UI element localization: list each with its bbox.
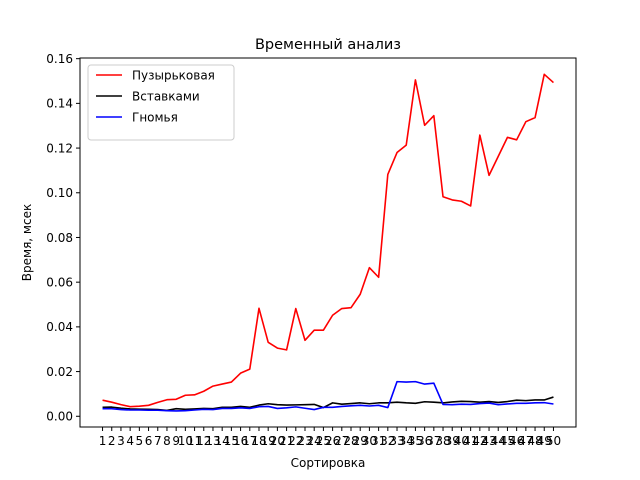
x-tick-label: 48: [527, 434, 542, 448]
x-axis-ticks: 1 2 3 4 5 6 7 8 91011121314151617181920212223242…: [99, 427, 561, 448]
x-tick-label: 5: [136, 434, 144, 448]
x-tick-label: 24: [307, 434, 322, 448]
legend-entry: Вставками: [132, 89, 200, 103]
x-axis-label: Сортировка: [291, 456, 366, 470]
x-tick-label: 18: [251, 434, 266, 448]
x-tick-label: 23: [297, 434, 312, 448]
y-tick-label: 0.04: [46, 320, 73, 334]
x-tick-label: 46: [509, 434, 524, 448]
x-tick-label: 38: [435, 434, 450, 448]
x-tick-label: 50: [546, 434, 561, 448]
legend-box: [87, 64, 235, 141]
x-tick-label: 19: [261, 434, 276, 448]
x-tick-label: 1: [99, 434, 107, 448]
x-tick-label: 28: [343, 434, 358, 448]
y-axis-ticks: 0.00 0.02 0.04 0.06 0.08 0.10 0.12 0.14 0.16: [46, 52, 80, 424]
x-tick-label: 35: [408, 434, 423, 448]
y-tick-label: 0.16: [46, 52, 73, 66]
plot-area: [102, 73, 554, 412]
x-tick-label: 4: [126, 434, 134, 448]
x-tick-label: 13: [205, 434, 220, 448]
x-tick-label: 47: [518, 434, 533, 448]
series-line: [102, 396, 554, 412]
x-tick-label: 2: [108, 434, 116, 448]
x-tick-label: 26: [325, 434, 340, 448]
x-tick-label: 49: [537, 434, 552, 448]
legend: Пузырьковая Вставками Гномья: [87, 64, 235, 141]
x-tick-label: 15: [224, 434, 239, 448]
x-tick-label: 21: [279, 434, 294, 448]
x-tick-label: 6: [145, 434, 153, 448]
y-tick-label: 0.00: [46, 410, 73, 424]
x-tick-label: 41: [463, 434, 478, 448]
x-tick-label: 10: [178, 434, 193, 448]
y-tick-label: 0.06: [46, 275, 73, 289]
x-tick-label: 8: [163, 434, 171, 448]
y-tick-label: 0.14: [46, 97, 73, 111]
x-tick-label: 12: [196, 434, 211, 448]
x-tick-label: 42: [472, 434, 487, 448]
x-tick-label: 34: [399, 434, 414, 448]
y-tick-label: 0.10: [46, 186, 73, 200]
x-tick-label: 30: [362, 434, 377, 448]
x-tick-label: 36: [417, 434, 432, 448]
x-tick-label: 3: [117, 434, 125, 448]
y-axis-label: Время, мсек: [20, 204, 34, 281]
x-tick-label: 43: [481, 434, 496, 448]
chart-title: Временный анализ: [255, 37, 401, 53]
x-tick-label: 22: [288, 434, 303, 448]
x-tick-label: 37: [426, 434, 441, 448]
x-tick-label: 14: [215, 434, 230, 448]
x-tick-label: 11: [187, 434, 202, 448]
x-tick-label: 27: [334, 434, 349, 448]
x-tick-label: 9: [172, 434, 180, 448]
x-tick-label: 33: [389, 434, 404, 448]
x-tick-label: 40: [454, 434, 469, 448]
x-tick-label: 7: [154, 434, 162, 448]
legend-entry: Гномья: [132, 110, 178, 124]
x-tick-label: 16: [233, 434, 248, 448]
x-tick-label: 25: [316, 434, 331, 448]
x-tick-label: 45: [500, 434, 515, 448]
x-tick-label: 32: [380, 434, 395, 448]
y-tick-label: 0.12: [46, 141, 73, 155]
x-tick-label: 29: [353, 434, 368, 448]
series-line: [102, 73, 554, 408]
y-tick-label: 0.02: [46, 365, 73, 379]
x-tick-label: 31: [371, 434, 386, 448]
legend-entry: Пузырьковая: [132, 68, 215, 82]
series-line: [102, 380, 554, 412]
x-tick-label: 39: [445, 434, 460, 448]
y-tick-label: 0.08: [46, 231, 73, 245]
x-tick-label: 17: [242, 434, 257, 448]
x-tick-label: 44: [491, 434, 506, 448]
axes-frame: [79, 57, 577, 428]
x-tick-label: 20: [270, 434, 285, 448]
